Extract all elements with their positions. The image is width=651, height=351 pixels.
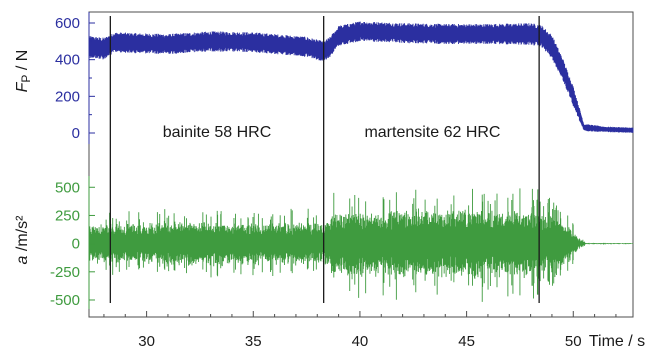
x-axis-ticks: 30 35 40 45 50	[103, 311, 617, 350]
force-axis-ticks: 0 200 400 600	[55, 12, 95, 144]
vertical-markers	[109, 16, 540, 303]
acceleration-tick-label: 0	[72, 236, 80, 253]
acceleration-trace	[88, 188, 634, 302]
x-tick-label: 45	[458, 333, 475, 350]
acceleration-axis-title: a /m/s²	[14, 215, 31, 265]
force-series	[88, 21, 634, 133]
annotation-label: martensite 62 HRC	[364, 124, 500, 141]
x-axis-title: Time / s	[589, 333, 645, 350]
x-tick-label: 30	[138, 333, 155, 350]
x-tick-label: 40	[352, 333, 369, 350]
acceleration-tick-label: -500	[50, 292, 80, 309]
force-tick-label: 0	[72, 125, 80, 142]
acceleration-tick-label: -250	[50, 264, 80, 281]
annotations: bainite 58 HRC martensite 62 HRC	[163, 124, 501, 141]
annotation-label: bainite 58 HRC	[163, 124, 272, 141]
acceleration-series	[88, 188, 634, 302]
x-tick-label: 35	[245, 333, 262, 350]
force-trace	[88, 21, 634, 133]
force-tick-label: 600	[55, 15, 80, 32]
x-tick-label: 50	[565, 333, 582, 350]
force-tick-label: 400	[55, 52, 80, 69]
acceleration-tick-label: 250	[55, 207, 80, 224]
acceleration-axis-ticks: -500 -250 0 250 500	[50, 176, 95, 309]
force-tick-label: 200	[55, 88, 80, 105]
plot-frame	[88, 11, 634, 318]
acceleration-tick-label: 500	[55, 179, 80, 196]
force-axis-title: FP / N	[14, 50, 33, 93]
